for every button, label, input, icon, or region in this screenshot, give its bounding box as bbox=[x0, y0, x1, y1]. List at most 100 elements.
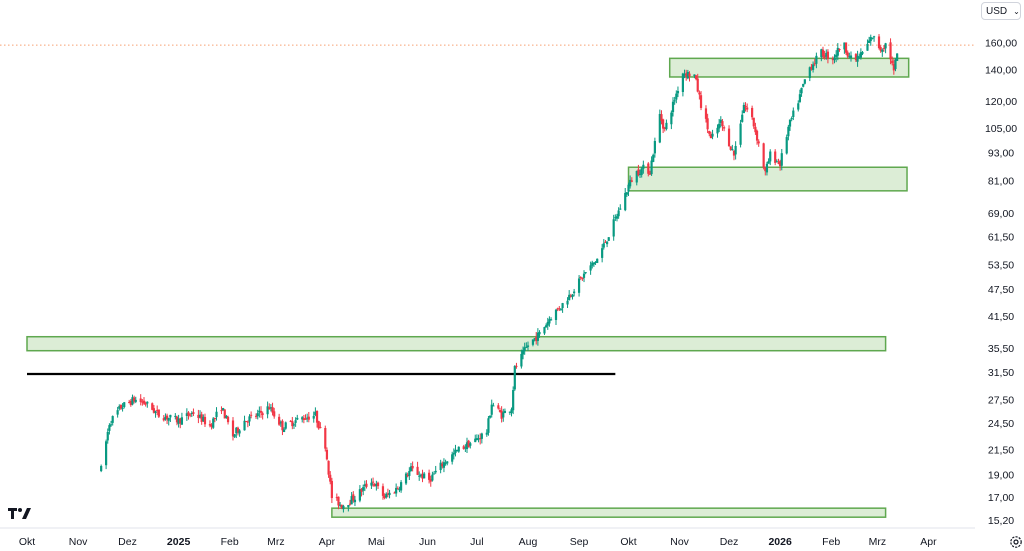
candle-body bbox=[612, 219, 615, 237]
candle bbox=[203, 413, 207, 427]
candle bbox=[798, 89, 802, 104]
candle-body bbox=[854, 54, 858, 61]
candle-body bbox=[836, 47, 839, 56]
candle bbox=[301, 416, 304, 423]
candle-body bbox=[856, 55, 859, 62]
zone-bottom[interactable] bbox=[331, 507, 887, 518]
candle-body bbox=[256, 413, 259, 417]
candle bbox=[106, 428, 109, 444]
candle bbox=[406, 472, 409, 478]
zone-middle[interactable] bbox=[26, 335, 887, 352]
candle bbox=[820, 48, 823, 62]
candle-body bbox=[624, 192, 627, 211]
price-tick-label: 69,00 bbox=[988, 208, 1014, 220]
candle-body bbox=[581, 278, 584, 280]
candle-body bbox=[775, 161, 778, 163]
candle bbox=[385, 492, 388, 499]
candle-body bbox=[754, 126, 757, 133]
candle bbox=[370, 478, 373, 490]
time-tick-label: Dez bbox=[118, 536, 137, 548]
candle bbox=[615, 213, 619, 222]
candle bbox=[213, 417, 216, 423]
candle-body bbox=[319, 426, 322, 428]
candle-body bbox=[446, 461, 449, 464]
candle bbox=[432, 471, 436, 475]
candle bbox=[442, 458, 446, 473]
candle bbox=[327, 460, 330, 478]
candle-body bbox=[591, 262, 594, 266]
candle bbox=[792, 107, 795, 121]
candle-body bbox=[423, 473, 426, 479]
candle-body bbox=[566, 300, 569, 305]
candle bbox=[480, 432, 483, 444]
candle-body bbox=[370, 482, 373, 486]
candle-body bbox=[744, 105, 747, 108]
candle bbox=[111, 415, 114, 426]
candle bbox=[543, 326, 546, 335]
candle bbox=[429, 475, 432, 487]
candle-body bbox=[546, 321, 549, 326]
candle-body bbox=[404, 473, 408, 484]
candle bbox=[141, 399, 144, 406]
candle bbox=[269, 404, 273, 412]
time-axis[interactable]: Okt Nov Dez 2025 Feb Mrz Apr Mai Jun Jul Aug Sep Okt… bbox=[0, 527, 975, 548]
candle bbox=[589, 261, 592, 275]
candle bbox=[208, 420, 212, 428]
candle-body bbox=[261, 413, 264, 415]
candle-body bbox=[456, 449, 459, 451]
candle bbox=[526, 341, 530, 351]
candle-body bbox=[584, 272, 587, 274]
candle bbox=[617, 207, 620, 219]
candle bbox=[866, 39, 869, 51]
candle-body bbox=[573, 291, 576, 294]
candle bbox=[444, 459, 447, 466]
candle-body bbox=[212, 418, 215, 428]
candle-body bbox=[312, 415, 315, 419]
candle-body bbox=[647, 163, 650, 174]
candle bbox=[360, 488, 363, 497]
candle bbox=[490, 399, 493, 418]
candle-body bbox=[765, 163, 769, 173]
zone-top[interactable] bbox=[668, 57, 910, 78]
candle bbox=[362, 484, 365, 496]
candle-body bbox=[131, 397, 134, 405]
candle-body bbox=[512, 390, 515, 411]
candle bbox=[353, 495, 357, 507]
candle bbox=[566, 297, 569, 309]
time-tick-label: Okt bbox=[620, 536, 636, 548]
candle-body bbox=[894, 59, 897, 70]
candle-body bbox=[520, 353, 523, 367]
price-tick-label: 120,00 bbox=[985, 96, 1017, 108]
candle bbox=[871, 37, 874, 40]
candle-body bbox=[488, 415, 492, 418]
candle-body bbox=[777, 162, 780, 164]
candle bbox=[556, 307, 559, 312]
candle-body bbox=[398, 489, 401, 491]
candle-body bbox=[167, 417, 170, 421]
candle-body bbox=[434, 470, 437, 473]
candle-body bbox=[335, 497, 338, 499]
candle-body bbox=[452, 452, 455, 455]
candle bbox=[108, 423, 111, 435]
currency-selector[interactable]: USD ⌄ bbox=[981, 2, 1021, 20]
price-axis[interactable]: 160,00 140,00 120,00 105,00 93,00 81,00 69,00 6… bbox=[985, 38, 1017, 527]
candle bbox=[342, 504, 345, 513]
candle-body bbox=[879, 47, 882, 51]
candle bbox=[423, 471, 426, 479]
candle bbox=[652, 153, 655, 163]
candle bbox=[734, 141, 737, 160]
candle bbox=[706, 113, 709, 134]
candle-body bbox=[432, 473, 436, 475]
candle-body bbox=[444, 462, 447, 464]
candle bbox=[294, 417, 297, 427]
candle-body bbox=[111, 416, 114, 423]
candle-body bbox=[673, 100, 676, 102]
candle-body bbox=[561, 303, 564, 309]
candle bbox=[838, 48, 841, 52]
time-tick-label: 2026 bbox=[768, 536, 792, 548]
settings-gear-icon[interactable] bbox=[1009, 535, 1023, 549]
candle-body bbox=[169, 414, 172, 418]
tradingview-logo-icon[interactable] bbox=[8, 505, 32, 521]
candle-body bbox=[681, 73, 684, 92]
